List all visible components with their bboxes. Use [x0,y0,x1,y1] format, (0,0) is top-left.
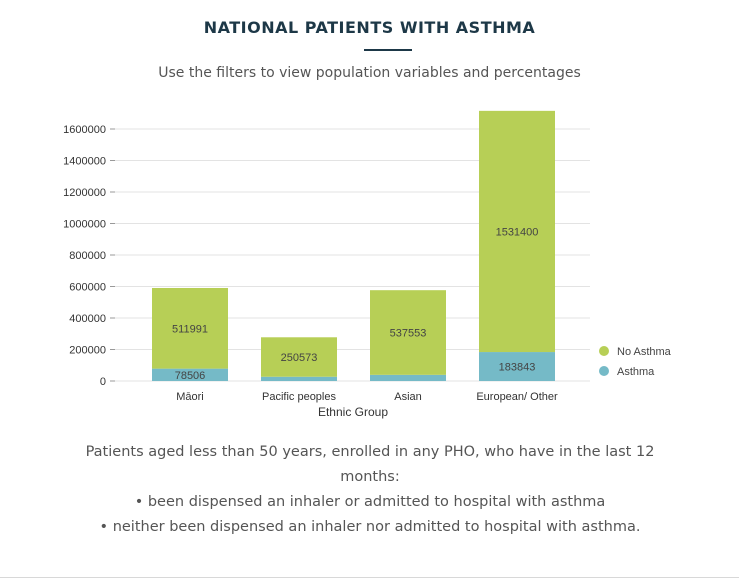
bar-no-asthma [370,290,446,375]
x-tick-label: Asian [394,391,422,403]
legend-label: No Asthma [617,346,672,358]
legend-swatch [599,366,609,376]
title-underline [364,49,412,51]
bar-asthma [479,352,555,381]
bar-asthma [370,374,446,381]
x-tick-label: European/ Other [476,391,558,403]
x-tick-label: Pacific peoples [262,391,336,403]
data-label-no-asthma: 537553 [390,328,427,340]
bar-no-asthma [479,110,555,353]
bar-no-asthma [152,287,228,369]
data-label-asthma: 78506 [175,370,206,382]
y-tick-label: 400000 [69,313,106,325]
legend-label: Asthma [617,366,655,378]
data-label-asthma: 183843 [499,362,536,374]
y-tick-label: 1600000 [63,124,106,136]
y-tick-label: 800000 [69,250,106,262]
y-tick-label: 1400000 [63,156,106,168]
caption-bullet: • neither been dispensed an inhaler nor … [99,519,641,535]
data-label-no-asthma: 250573 [281,352,318,364]
bar-asthma [152,368,228,381]
bar-asthma [261,376,337,381]
x-tick-label: Māori [176,391,204,403]
chart-caption: Patients aged less than 50 years, enroll… [60,440,680,540]
x-axis-title: Ethnic Group [318,405,388,419]
data-label-no-asthma: 511991 [172,323,208,335]
bar-no-asthma [261,337,337,377]
stacked-bar-chart: 0 200000 400000 600000 800000 1000000 1200000 1… [63,110,672,419]
y-tick-label: 1000000 [63,219,106,231]
y-tick-label: 200000 [69,345,106,357]
caption-bullet: • been dispensed an inhaler or admitted … [134,494,606,510]
y-tick-label: 1200000 [63,187,106,199]
y-tick-label: 0 [100,376,106,388]
chart-title: NATIONAL PATIENTS WITH ASTHMA [203,18,536,37]
data-label-no-asthma: 1531400 [496,226,539,238]
chart-subtitle: Use the filters to view population varia… [158,65,581,81]
y-tick-label: 600000 [69,282,106,294]
legend-swatch [599,346,609,356]
divider [0,577,739,578]
caption-intro: Patients aged less than 50 years, enroll… [85,444,655,485]
